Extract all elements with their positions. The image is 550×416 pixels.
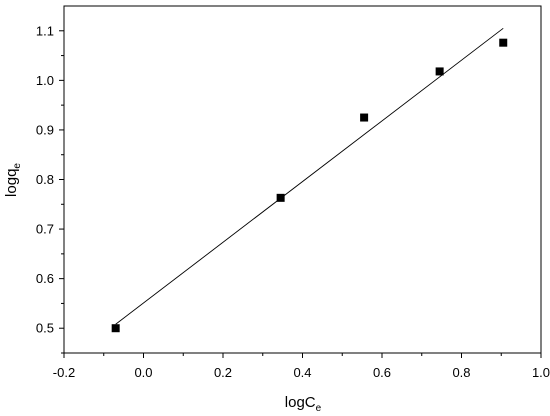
y-tick-label: 1.0 (36, 73, 54, 88)
y-tick-label: 0.8 (36, 172, 54, 187)
y-axis-label-subscript: e (12, 163, 23, 169)
data-point (111, 324, 120, 333)
x-tick-label: 0.0 (134, 365, 152, 380)
y-tick-label: 1.1 (36, 23, 54, 38)
y-tick-label: 0.6 (36, 271, 54, 286)
data-point (435, 67, 444, 76)
fit-line-layer (115, 27, 504, 325)
x-tick-label: 0.8 (452, 365, 470, 380)
y-tick-label: 0.7 (36, 222, 54, 237)
y-axis-label-main: logq (3, 169, 20, 197)
x-tick-label: 1.0 (532, 365, 550, 380)
data-point (276, 193, 285, 202)
x-tick-label: 0.4 (293, 365, 311, 380)
data-point (360, 113, 369, 122)
x-axis-label-subscript: e (316, 403, 322, 414)
x-axis-label: logCe (285, 394, 322, 414)
data-point (499, 38, 508, 47)
axes-layer: -0.2 0.0 0.2 0.4 0.6 0.8 1.0 0.5 0.6 0.7 0.8 0.9 1.0… (36, 5, 550, 380)
data-points-layer (111, 38, 508, 333)
x-axis-label-main: logC (285, 394, 316, 411)
fit-line (115, 27, 504, 325)
y-tick-label: 0.9 (36, 122, 54, 137)
y-tick-label: 0.5 (36, 321, 54, 336)
x-tick-label: -0.2 (53, 365, 75, 380)
x-tick-label: 0.2 (214, 365, 232, 380)
plot-frame (63, 5, 542, 354)
y-axis-label: logqe (3, 163, 23, 197)
x-tick-label: 0.6 (373, 365, 391, 380)
